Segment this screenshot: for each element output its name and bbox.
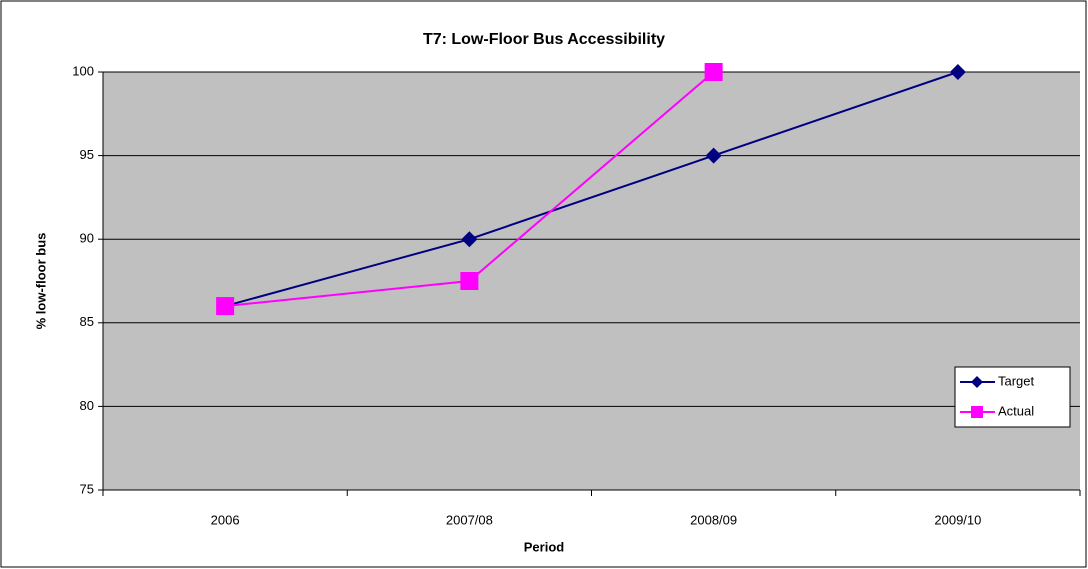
x-axis-label: Period xyxy=(524,539,565,554)
y-axis-label: % low-floor bus xyxy=(33,233,48,330)
marker xyxy=(704,63,723,81)
marker xyxy=(460,272,479,290)
marker xyxy=(971,376,983,388)
y-tick-label: 90 xyxy=(80,231,94,246)
plot-area xyxy=(103,72,1080,490)
x-tick-label: 2007/08 xyxy=(446,512,493,527)
y-tick-label: 85 xyxy=(80,314,94,329)
legend-label: Target xyxy=(998,373,1035,388)
x-tick-label: 2006 xyxy=(211,512,240,527)
y-tick-label: 100 xyxy=(72,63,94,78)
y-tick-label: 80 xyxy=(80,398,94,413)
marker xyxy=(949,64,966,80)
y-tick-label: 95 xyxy=(80,147,94,162)
x-tick-label: 2009/10 xyxy=(934,512,981,527)
legend-label: Actual xyxy=(998,403,1034,418)
marker xyxy=(705,147,722,164)
x-tick-label: 2008/09 xyxy=(690,512,737,527)
y-tick-label: 75 xyxy=(80,481,94,496)
marker xyxy=(216,297,235,316)
series-line xyxy=(224,71,959,308)
chart-title: T7: Low-Floor Bus Accessibility xyxy=(423,31,665,48)
marker xyxy=(971,406,983,418)
marker xyxy=(461,231,478,248)
